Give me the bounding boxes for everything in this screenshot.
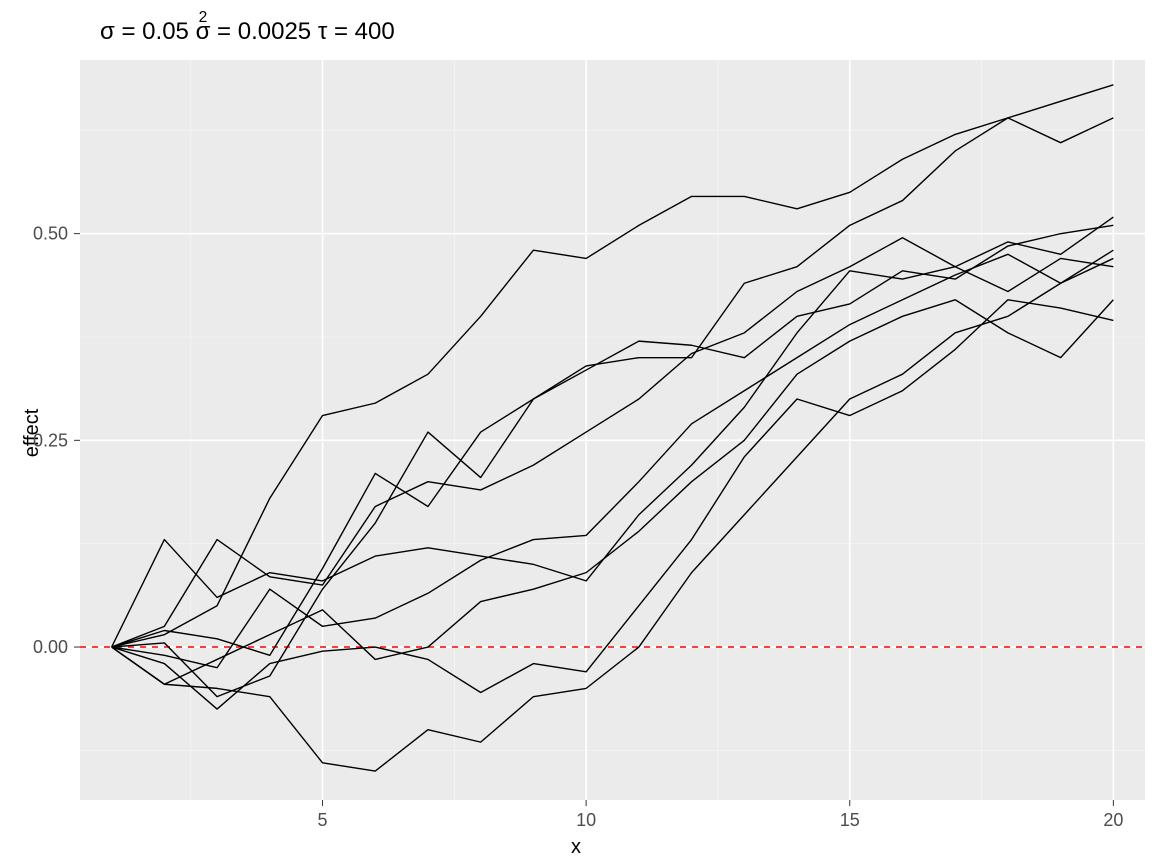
x-tick-label: 5 — [318, 810, 328, 830]
y-tick-label: 0.00 — [33, 637, 68, 657]
y-tick-label: 0.25 — [33, 430, 68, 450]
chart-container: σ = 0.05 σ2 = 0.0025 τ = 400 effect x 51… — [0, 0, 1152, 865]
x-tick-label: 20 — [1103, 810, 1123, 830]
x-tick-label: 10 — [576, 810, 596, 830]
y-tick-label: 0.50 — [33, 224, 68, 244]
x-tick-label: 15 — [840, 810, 860, 830]
plot-svg: 5 10 15 20 0.00 0.25 0.50 — [0, 0, 1152, 865]
